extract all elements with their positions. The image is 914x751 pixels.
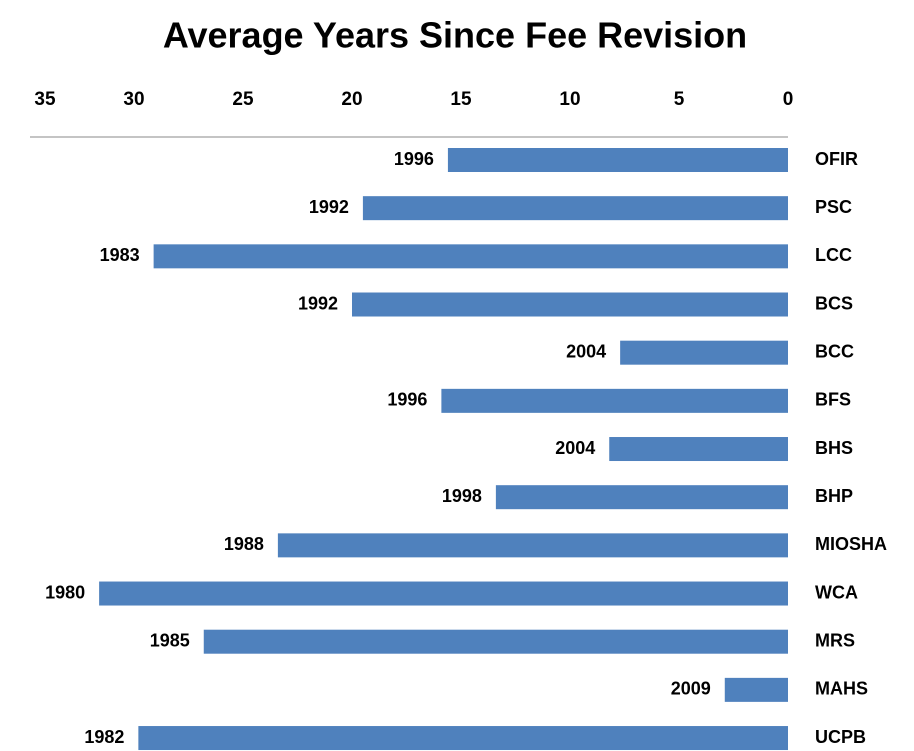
category-label: BCC [815,341,854,361]
x-tick-label: 5 [674,89,685,110]
bar [495,485,788,510]
bar [609,437,788,462]
bar [277,533,788,558]
category-label: MAHS [815,679,868,699]
bar [153,244,788,269]
x-tick-label: 0 [783,89,794,110]
bar [620,340,788,365]
category-label: BHS [815,438,853,458]
year-label: 1996 [394,149,434,169]
year-label: 1980 [45,582,85,602]
x-tick-label: 20 [341,89,362,110]
year-label: 2009 [671,679,711,699]
category-label: MIOSHA [815,534,887,554]
category-label: LCC [815,245,852,265]
chart-title: Average Years Since Fee Revision [163,15,747,56]
category-label: BFS [815,390,851,410]
year-label: 2004 [555,438,595,458]
category-label: UCPB [815,727,866,747]
year-label: 1983 [100,245,140,265]
year-label: 1996 [387,390,427,410]
x-tick-label: 35 [34,89,56,110]
bar [138,726,789,751]
x-tick-label: 15 [450,89,472,110]
bar [447,148,788,172]
category-label: PSC [815,197,852,217]
x-tick-label: 30 [123,89,144,110]
x-tick-label: 25 [232,89,254,110]
category-label: MRS [815,630,855,650]
year-label: 1992 [309,197,349,217]
bar [362,196,788,221]
bar [352,292,788,317]
year-label: 1998 [442,486,482,506]
year-label: 2004 [566,341,606,361]
bar [724,677,788,702]
category-label: OFIR [815,149,858,169]
year-label: 1992 [298,293,338,313]
category-label: BCS [815,293,853,313]
bar [99,581,789,606]
bar [203,629,788,654]
bar [441,388,788,413]
category-label: BHP [815,486,853,506]
category-label: WCA [815,582,858,602]
year-label: 1985 [150,630,190,650]
year-label: 1988 [224,534,264,554]
year-label: 1982 [84,727,124,747]
x-tick-label: 10 [559,89,580,110]
